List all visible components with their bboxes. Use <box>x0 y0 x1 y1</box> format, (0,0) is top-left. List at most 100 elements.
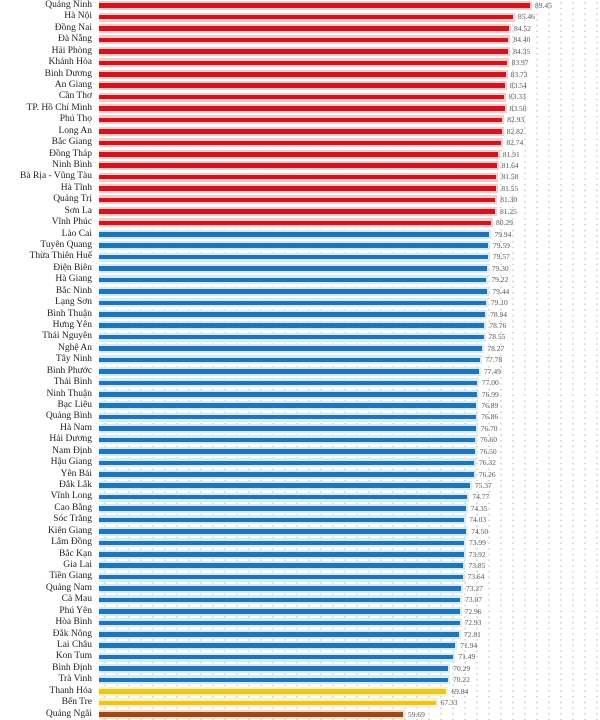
bar-row: Cà Mau 73.07 <box>0 594 600 605</box>
bar-row: Vĩnh Long 74.77 <box>0 491 600 502</box>
value-label: 67.33 <box>440 698 458 708</box>
category-label: Kon Tum <box>55 651 92 662</box>
value-label: 74.03 <box>469 515 487 525</box>
bar <box>99 300 486 306</box>
bar <box>99 60 507 66</box>
category-label: Bắc Ninh <box>55 285 92 296</box>
bar-row: Lâm Đồng 73.99 <box>0 537 600 548</box>
bar <box>99 3 531 8</box>
bar-row: An Giang 83.54 <box>0 80 600 91</box>
bar <box>99 106 505 111</box>
bar <box>99 334 484 340</box>
bar-row: Nam Định 76.50 <box>0 446 600 457</box>
bar <box>99 346 483 351</box>
category-label: Hà Nội <box>64 11 92 22</box>
bar <box>99 449 475 454</box>
bar <box>99 609 460 614</box>
value-label: 72.96 <box>464 606 482 616</box>
bar-row: Bắc Giang 82.74 <box>0 137 600 148</box>
value-label: 81.58 <box>501 172 519 182</box>
bar <box>99 140 502 146</box>
value-label: 84.52 <box>514 23 531 33</box>
bar <box>99 403 477 408</box>
bar-row: Cao Bằng 74.35 <box>0 503 600 514</box>
bar-row: Thanh Hóa 69.84 <box>0 686 600 697</box>
bar-row: Gia Lai 73.85 <box>0 560 600 571</box>
bar <box>99 357 481 363</box>
bar-row: Yên Bái 76.26 <box>0 469 600 480</box>
value-label: 83.54 <box>509 81 527 90</box>
category-label: Sơn La <box>64 205 92 216</box>
value-label: 81.55 <box>501 183 519 193</box>
bar <box>99 551 464 557</box>
value-label: 79.94 <box>494 229 512 239</box>
category-label: Đồng Nai <box>54 22 92 33</box>
bar <box>99 163 497 168</box>
bar-row: Tuyên Quang 79.59 <box>0 240 600 251</box>
bar <box>99 94 504 100</box>
bar-row: Bình Dương 83.73 <box>0 69 600 80</box>
bar-row: Cần Thơ 83.33 <box>0 91 600 102</box>
bar <box>99 174 497 180</box>
bar-row: Thừa Thiên Huế 79.57 <box>0 251 600 262</box>
bar-row: TP. Hồ Chí Minh 83.50 <box>0 103 600 114</box>
value-label: 74.77 <box>472 492 490 502</box>
bar-row: Lai Châu 71.94 <box>0 640 600 651</box>
value-label: 76.32 <box>478 458 496 468</box>
bar-row: Phú Thọ 82.93 <box>0 114 600 125</box>
bar-row: Thái Nguyên 78.55 <box>0 331 600 342</box>
category-label: Phú Thọ <box>59 114 92 125</box>
category-label: Hà Giang <box>55 274 92 285</box>
bar-row: Lào Cai 79.94 <box>0 229 600 240</box>
category-label: Vĩnh Long <box>50 491 92 502</box>
bar <box>99 666 449 671</box>
bar <box>99 369 479 374</box>
bar <box>99 14 514 20</box>
bar-row: Đắk Nông 72.81 <box>0 629 600 640</box>
value-label: 82.74 <box>506 138 524 148</box>
value-label: 84.35 <box>513 46 531 56</box>
bar <box>99 586 461 591</box>
category-label: Ninh Thuận <box>46 388 92 399</box>
value-label: 70.22 <box>452 675 470 685</box>
category-label: Bắc Kạn <box>59 548 92 559</box>
value-label: 73.64 <box>467 572 485 582</box>
value-label: 76.60 <box>480 435 498 445</box>
bar <box>99 37 509 43</box>
value-label: 76.26 <box>478 469 496 479</box>
bar-row: Quảng Bình 76.86 <box>0 411 600 422</box>
bar-row: Đồng Nai 84.52 <box>0 23 600 34</box>
value-label: 76.89 <box>481 401 499 410</box>
category-label: Gia Lai <box>63 560 92 570</box>
category-label: Quảng Nam <box>45 582 92 593</box>
category-label: Hưng Yên <box>52 320 92 330</box>
value-label: 89.45 <box>535 1 552 10</box>
bar-row: Phú Yên 72.96 <box>0 606 600 617</box>
bar <box>99 414 477 420</box>
bar <box>99 654 454 660</box>
bar <box>99 643 456 648</box>
category-label: Thanh Hóa <box>49 685 92 696</box>
category-label: Bắc Giang <box>51 137 92 148</box>
bar-row: Kon Tum 71.49 <box>0 651 600 662</box>
bar <box>99 517 465 523</box>
bar <box>99 71 506 77</box>
bar <box>99 151 498 157</box>
bar-row: Sơn La 81.25 <box>0 206 600 217</box>
category-label: Quảng Bình <box>45 411 92 422</box>
category-label: Điện Biên <box>53 262 92 273</box>
value-label: 79.44 <box>492 286 510 296</box>
bar-row: Hải Dương 76.60 <box>0 434 600 445</box>
bar-row: Ninh Bình 81.64 <box>0 160 600 171</box>
bar <box>99 243 488 248</box>
bar <box>99 129 502 134</box>
bar <box>99 426 476 431</box>
bar-row: Bình Định 70.29 <box>0 663 600 674</box>
category-label: Thừa Thiên Huế <box>29 251 92 262</box>
bar-row: Tây Ninh 77.78 <box>0 354 600 365</box>
bar-row: Quảng Nam 73.27 <box>0 583 600 594</box>
value-label: 81.25 <box>500 206 517 216</box>
bar <box>99 677 448 683</box>
bar <box>99 483 470 488</box>
bar-row: Đà Nẵng 84.40 <box>0 34 600 45</box>
